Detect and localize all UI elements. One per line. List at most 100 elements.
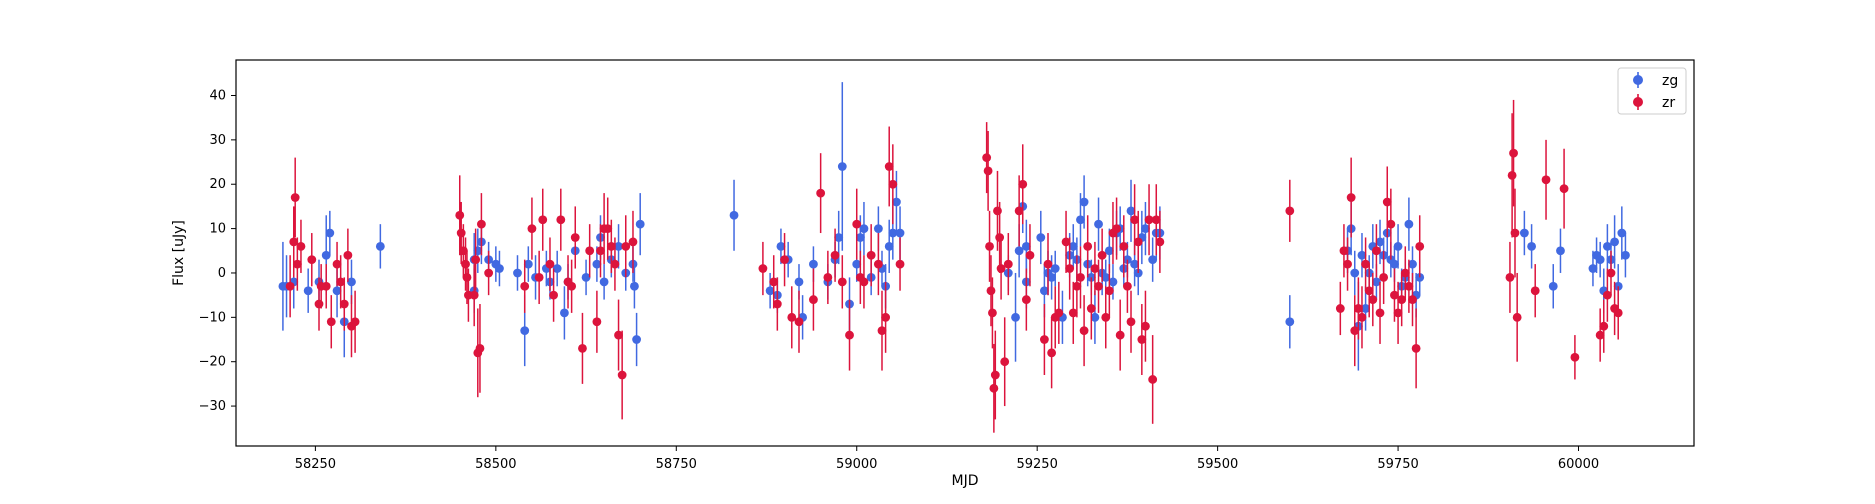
zr-point <box>332 259 342 269</box>
zr-point <box>592 317 602 327</box>
zr-point <box>787 312 797 322</box>
zr-point <box>1415 241 1425 251</box>
zr-point <box>1559 184 1569 194</box>
zr-point <box>1375 308 1385 318</box>
zg-point <box>1101 273 1111 282</box>
zg-point <box>599 277 609 287</box>
zr-point <box>989 383 999 393</box>
zr-point <box>1595 330 1605 340</box>
zr-point <box>1285 206 1295 216</box>
zr-point <box>1094 281 1103 291</box>
zg-point <box>1548 281 1558 291</box>
y-tick-label: 0 <box>218 266 226 281</box>
zr-point <box>845 330 854 340</box>
zr-point <box>321 281 331 291</box>
zr-point <box>1068 308 1078 318</box>
zr-point <box>1003 259 1013 269</box>
zr-point <box>1043 259 1053 269</box>
zr-point <box>1112 224 1121 233</box>
zr-point <box>1047 348 1057 358</box>
y-tick-label: −30 <box>199 399 226 414</box>
zr-point <box>988 308 997 318</box>
zr-point <box>1151 215 1161 225</box>
zg-point <box>1408 259 1417 269</box>
zg-point <box>1393 241 1403 251</box>
zr-point <box>983 166 993 176</box>
zr-point <box>1408 295 1417 304</box>
zr-point <box>296 241 306 251</box>
zr-point <box>1411 343 1421 353</box>
zg-point <box>1126 206 1136 216</box>
zg-point <box>837 162 847 171</box>
zg-point <box>1372 277 1381 287</box>
zr-point <box>1379 273 1389 282</box>
zr-point <box>873 259 883 269</box>
zr-point <box>484 268 494 278</box>
zr-point <box>1133 237 1143 247</box>
zr-point <box>1130 215 1140 225</box>
zr-point <box>527 224 537 233</box>
zr-point <box>1397 295 1407 304</box>
zg-point <box>332 286 342 296</box>
zg-point <box>1519 228 1529 238</box>
zr-point <box>1510 228 1520 238</box>
zr-point <box>1144 215 1154 225</box>
zr-point <box>1104 286 1114 296</box>
x-tick-label: 59000 <box>836 457 877 472</box>
zr-point <box>292 259 302 269</box>
zr-point <box>471 255 481 265</box>
zr-point <box>1086 304 1096 313</box>
zr-point <box>1512 312 1522 322</box>
zr-point <box>1400 268 1410 278</box>
zr-point <box>1000 357 1010 367</box>
zr-point <box>1350 326 1360 336</box>
zr-point <box>462 273 472 282</box>
zg-point <box>765 286 775 296</box>
zr-point <box>538 215 548 225</box>
zg-point <box>1047 273 1057 282</box>
x-tick-label: 58250 <box>295 457 336 472</box>
zr-point <box>1148 375 1158 384</box>
zr-point <box>606 241 616 251</box>
zr-point <box>534 273 544 282</box>
zr-point <box>1076 273 1085 282</box>
zr-point <box>339 299 349 309</box>
zr-point <box>1061 237 1071 247</box>
legend-zg-marker <box>1633 75 1643 85</box>
zg-point <box>321 250 331 260</box>
zg-point <box>1104 246 1114 256</box>
y-axis-label: Flux [uJy] <box>171 220 187 286</box>
x-tick-label: 60000 <box>1558 457 1599 472</box>
zg-point <box>1079 197 1089 207</box>
zr-point <box>985 241 994 251</box>
zr-point <box>1382 197 1392 207</box>
zg-point <box>630 281 639 291</box>
zr-point <box>1364 286 1374 296</box>
zr-point <box>1123 281 1132 291</box>
zg-point <box>375 241 385 251</box>
zg-point <box>776 241 786 251</box>
y-tick-label: −10 <box>199 310 226 325</box>
y-tick-label: 30 <box>209 133 226 148</box>
zg-point <box>581 273 591 282</box>
plot-frame <box>235 59 1695 447</box>
zr-point <box>285 281 295 291</box>
zr-point <box>1361 259 1370 269</box>
x-tick-label: 58750 <box>656 457 697 472</box>
zg-point <box>892 197 901 207</box>
zg-point <box>1090 312 1100 322</box>
x-tick-label: 58500 <box>475 457 516 472</box>
y-tick-label: −20 <box>199 355 226 370</box>
zg-point <box>1556 246 1565 256</box>
zr-point <box>556 215 566 225</box>
zr-point <box>1372 246 1381 256</box>
zg-point <box>495 264 504 273</box>
zr-point <box>617 370 627 380</box>
zr-point <box>837 277 847 287</box>
zr-point <box>1155 237 1165 247</box>
zr-point <box>758 264 768 273</box>
ticks-layer: 58250 58500 58750 59000 59250 59500 59750 60000… <box>199 88 1600 472</box>
zg-point <box>303 286 313 296</box>
zr-point <box>307 255 317 265</box>
